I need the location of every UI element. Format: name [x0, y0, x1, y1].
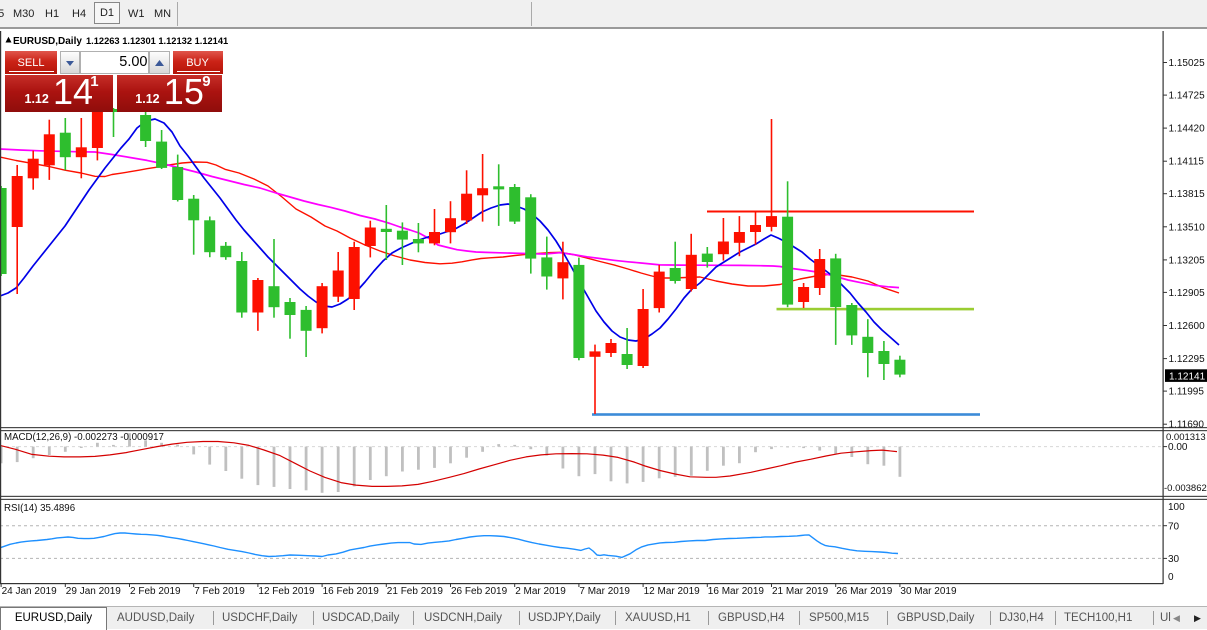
svg-text:0.001313: 0.001313: [1166, 432, 1206, 443]
svg-text:100: 100: [1168, 502, 1185, 513]
svg-text:1.12295: 1.12295: [1169, 354, 1206, 365]
svg-text:26 Mar 2019: 26 Mar 2019: [836, 586, 893, 597]
svg-text:1.13205: 1.13205: [1169, 255, 1206, 266]
svg-text:1.12141: 1.12141: [1169, 371, 1206, 382]
svg-text:RSI(14) 35.4896: RSI(14) 35.4896: [4, 503, 75, 514]
svg-text:1.14725: 1.14725: [1169, 91, 1206, 102]
svg-text:30: 30: [1168, 554, 1180, 565]
svg-text:1.11995: 1.11995: [1169, 387, 1205, 398]
svg-text:16 Feb 2019: 16 Feb 2019: [323, 586, 380, 597]
svg-text:29 Jan 2019: 29 Jan 2019: [66, 586, 121, 597]
svg-text:2 Feb 2019: 2 Feb 2019: [130, 586, 181, 597]
svg-text:1.12263 1.12301 1.12132 1.1214: 1.12263 1.12301 1.12132 1.12141: [86, 36, 228, 46]
svg-text:0: 0: [1168, 572, 1174, 583]
svg-text:12 Mar 2019: 12 Mar 2019: [644, 586, 701, 597]
svg-text:-0.003862: -0.003862: [1164, 483, 1207, 494]
svg-text:26 Feb 2019: 26 Feb 2019: [451, 586, 508, 597]
svg-text:1.14420: 1.14420: [1169, 124, 1206, 135]
svg-text:30 Mar 2019: 30 Mar 2019: [900, 586, 957, 597]
svg-text:1.12905: 1.12905: [1169, 288, 1206, 299]
svg-text:24 Jan 2019: 24 Jan 2019: [2, 586, 57, 597]
svg-text:16 Mar 2019: 16 Mar 2019: [708, 586, 765, 597]
svg-text:2 Mar 2019: 2 Mar 2019: [515, 586, 566, 597]
svg-text:1.14115: 1.14115: [1169, 157, 1205, 168]
svg-text:70: 70: [1168, 522, 1180, 533]
svg-text:7 Feb 2019: 7 Feb 2019: [194, 586, 245, 597]
svg-text:1.12600: 1.12600: [1169, 321, 1206, 332]
svg-text:12 Feb 2019: 12 Feb 2019: [258, 586, 315, 597]
svg-text:1.13510: 1.13510: [1169, 222, 1206, 233]
svg-text:21 Mar 2019: 21 Mar 2019: [772, 586, 829, 597]
svg-text:1.13815: 1.13815: [1169, 189, 1206, 200]
svg-text:1.11690: 1.11690: [1169, 420, 1205, 431]
svg-text:MACD(12,26,9) -0.002273 -0.000: MACD(12,26,9) -0.002273 -0.000917: [4, 432, 164, 443]
svg-text:0.00: 0.00: [1168, 442, 1188, 453]
svg-text:7 Mar 2019: 7 Mar 2019: [579, 586, 630, 597]
svg-text:1.15025: 1.15025: [1169, 58, 1206, 69]
svg-text:21 Feb 2019: 21 Feb 2019: [387, 586, 444, 597]
svg-text:EURUSD,Daily: EURUSD,Daily: [13, 36, 82, 47]
